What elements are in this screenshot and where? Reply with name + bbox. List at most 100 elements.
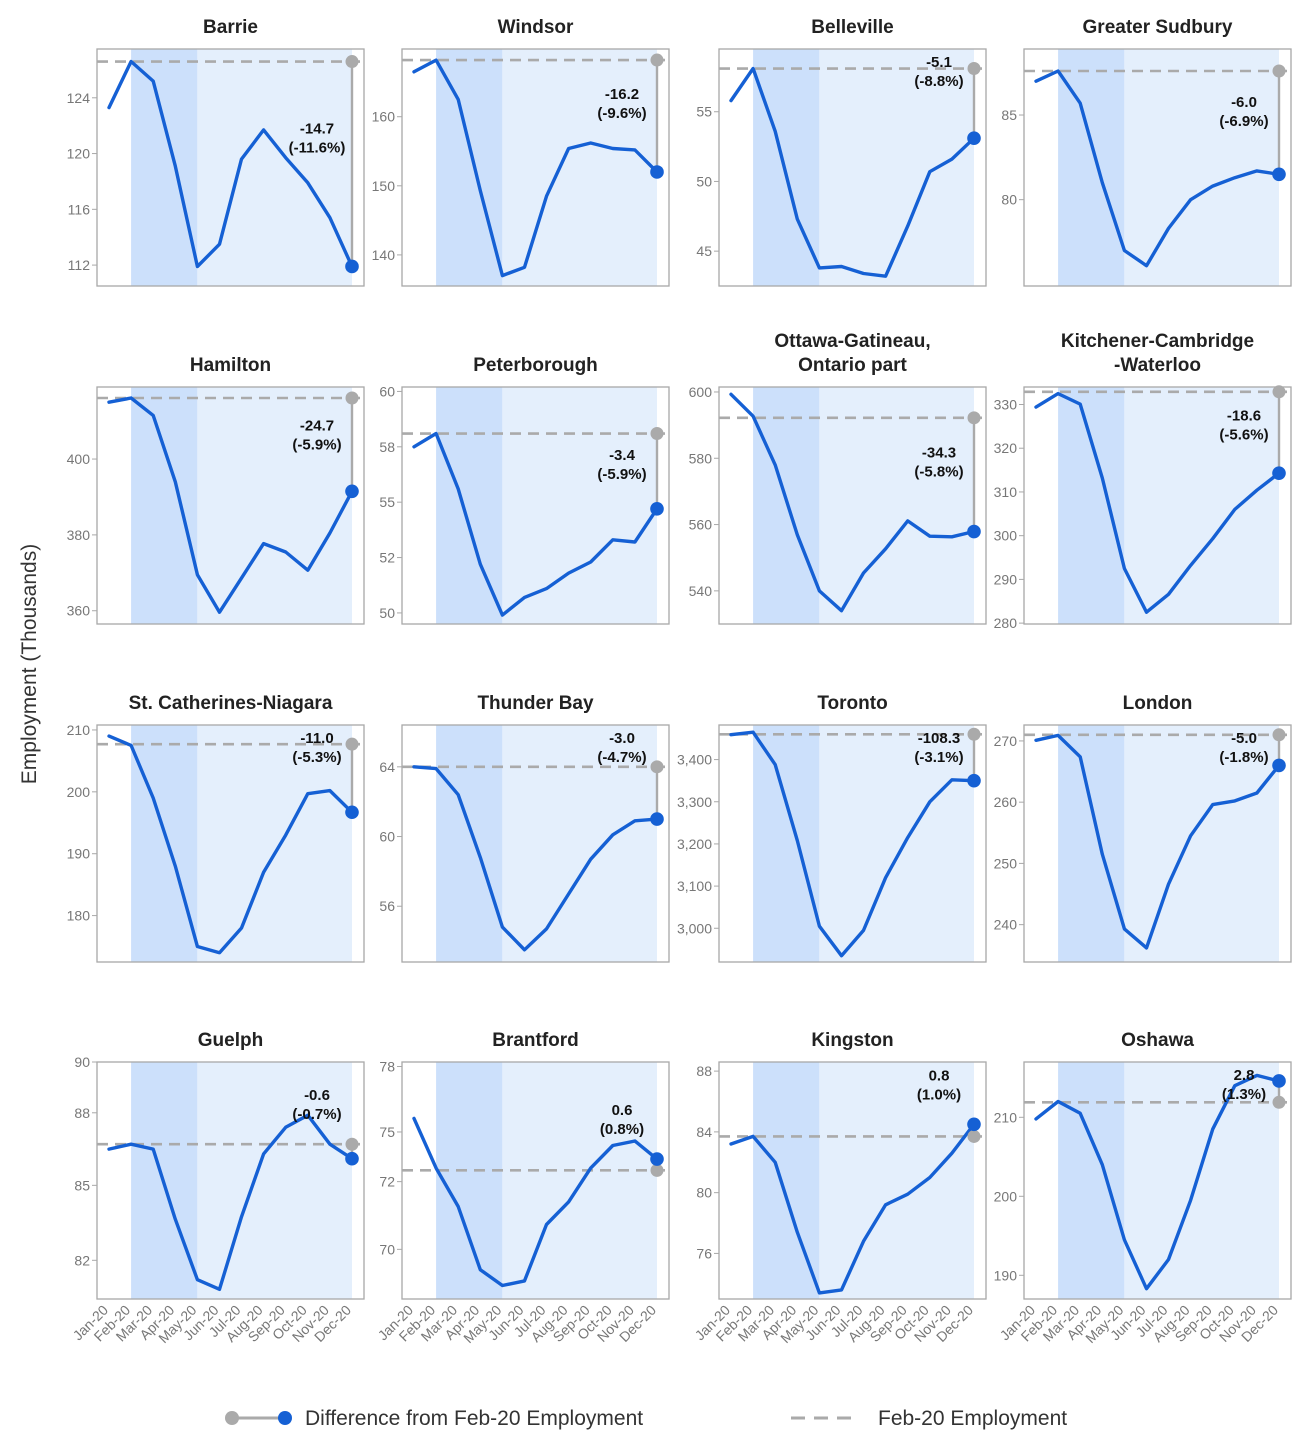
y-tick-label: 70 — [379, 1241, 395, 1257]
panel-title: Kingston — [811, 1030, 893, 1051]
y-tick-label: 55 — [379, 494, 395, 510]
y-tick-label: 60 — [379, 383, 395, 399]
shade-dark — [753, 725, 820, 962]
y-tick-label: 200 — [67, 784, 91, 800]
shade-dark — [753, 387, 820, 624]
dec-employment-point — [967, 1117, 981, 1132]
feb-employment-point — [1272, 728, 1286, 742]
panel-brantford: Brantford70727578Jan-20Feb-20Mar-20Apr-2… — [375, 1030, 670, 1346]
feb-employment-point — [650, 53, 664, 67]
panel-title: Oshawa — [1121, 1030, 1194, 1051]
y-tick-label: 560 — [689, 517, 713, 533]
difference-annotation: -108.3 (-3.1%) — [914, 730, 963, 766]
y-tick-label: 80 — [1001, 192, 1017, 208]
employment-line — [412, 1116, 659, 1288]
difference-annotation: -11.0 (-5.3%) — [292, 730, 341, 766]
y-tick-label: 300 — [994, 528, 1018, 544]
dec-employment-point — [1272, 167, 1286, 182]
panel-title: Kitchener-Cambridge -Waterloo — [1061, 331, 1254, 376]
panel-greater-sudbury: Greater Sudbury 80 85 -6.0 (-6.9%) — [1001, 17, 1292, 287]
y-tick-label: 116 — [68, 201, 91, 217]
y-tick-label: 200 — [994, 1188, 1018, 1204]
dec-employment-point — [650, 1152, 664, 1166]
employment-line — [1034, 391, 1281, 614]
y-tick-label: 88 — [74, 1105, 90, 1121]
shade-light — [1124, 387, 1279, 624]
y-tick-label: 150 — [372, 178, 396, 194]
panel-title: Belleville — [811, 17, 893, 38]
shade-light — [819, 1062, 974, 1299]
dec-employment-point — [345, 1151, 359, 1166]
feb-employment-point — [650, 427, 664, 441]
y-tick-label: 3,300 — [677, 794, 712, 810]
panel-title: Barrie — [203, 17, 258, 38]
panels-grid: Barrie 112 116 120 124 -14.7 (-11.6%) Windsor 14… — [67, 17, 1292, 1346]
employment-line — [1034, 69, 1281, 268]
y-tick-label: 58 — [379, 439, 395, 455]
legend-feb: Feb-20 Employment — [791, 1407, 1067, 1430]
employment-line — [729, 1122, 976, 1295]
panel-frame — [401, 48, 670, 287]
y-tick-label: 250 — [994, 855, 1018, 871]
shade-light — [197, 49, 352, 286]
y-tick-label: 600 — [689, 384, 713, 400]
panel-frame — [718, 386, 987, 625]
y-tick-label: 280 — [994, 615, 1018, 631]
y-tick-label: 270 — [994, 733, 1018, 749]
y-tick-label: 580 — [689, 450, 713, 466]
shade-light — [197, 387, 352, 624]
y-tick-label: 52 — [379, 550, 395, 566]
feb-employment-point — [345, 391, 359, 405]
dec-employment-point — [967, 773, 981, 788]
panel-title: London — [1123, 693, 1193, 714]
difference-annotation: -3.0 (-4.7%) — [597, 730, 646, 766]
panel-thunder-bay: Thunder Bay 56 60 64 -3.0 (-4.7%) — [379, 693, 670, 963]
panel-frame — [718, 1061, 987, 1300]
y-tick-label: 210 — [994, 1109, 1018, 1125]
y-tick-label: 60 — [379, 829, 395, 845]
y-tick-label: 3,100 — [677, 878, 712, 894]
shade-dark — [436, 387, 503, 624]
dec-employment-point — [345, 484, 359, 499]
feb-employment-point — [1272, 385, 1286, 399]
y-tick-label: 64 — [379, 759, 395, 775]
panel-frame — [96, 386, 365, 625]
difference-annotation: -16.2 (-9.6%) — [597, 86, 646, 122]
panel-title: St. Catherines-Niagara — [129, 693, 333, 714]
dec-employment-point — [1272, 466, 1286, 480]
panel-frame — [96, 48, 365, 287]
dec-employment-point — [650, 165, 664, 179]
employment-line — [1034, 733, 1281, 950]
y-tick-label: 320 — [994, 440, 1018, 456]
shade-dark — [1058, 725, 1125, 962]
y-tick-label: 190 — [67, 846, 91, 862]
feb-employment-point — [1272, 1095, 1286, 1109]
panel-title: Peterborough — [473, 355, 598, 376]
panel-frame — [1023, 386, 1292, 625]
employment-line — [412, 58, 659, 278]
y-tick-label: 50 — [696, 173, 712, 189]
employment-line — [412, 431, 659, 617]
dec-employment-point — [1272, 1074, 1286, 1088]
shade-light — [502, 725, 657, 962]
panel-windsor: Windsor 140 150 160 -16.2 (-9.6%) — [372, 17, 670, 287]
panel-hamilton: Hamilton 360 380 400 -24.7 (-5.9%) — [67, 355, 365, 625]
shade-light — [819, 49, 974, 286]
panel-barrie: Barrie 112 116 120 124 -14.7 (-11.6%) — [67, 17, 365, 287]
difference-annotation: 2.8 (1.3%) — [1222, 1067, 1266, 1103]
y-tick-label: 3,000 — [677, 920, 712, 936]
panel-title: Ottawa-Gatineau, Ontario part — [774, 331, 930, 376]
shade-light — [1124, 725, 1279, 962]
employment-line — [107, 59, 354, 269]
y-tick-label: 360 — [67, 603, 91, 619]
y-tick-label: 85 — [74, 1177, 90, 1193]
shade-light — [819, 725, 974, 962]
dec-employment-point — [967, 524, 981, 539]
shade-dark — [131, 725, 198, 962]
y-axis-title: Employment (Thousands) — [18, 544, 41, 784]
panel-frame — [401, 724, 670, 963]
feb-employment-point — [345, 55, 359, 69]
difference-annotation: -18.6 (-5.6%) — [1219, 407, 1268, 443]
y-tick-label: 124 — [67, 90, 91, 106]
